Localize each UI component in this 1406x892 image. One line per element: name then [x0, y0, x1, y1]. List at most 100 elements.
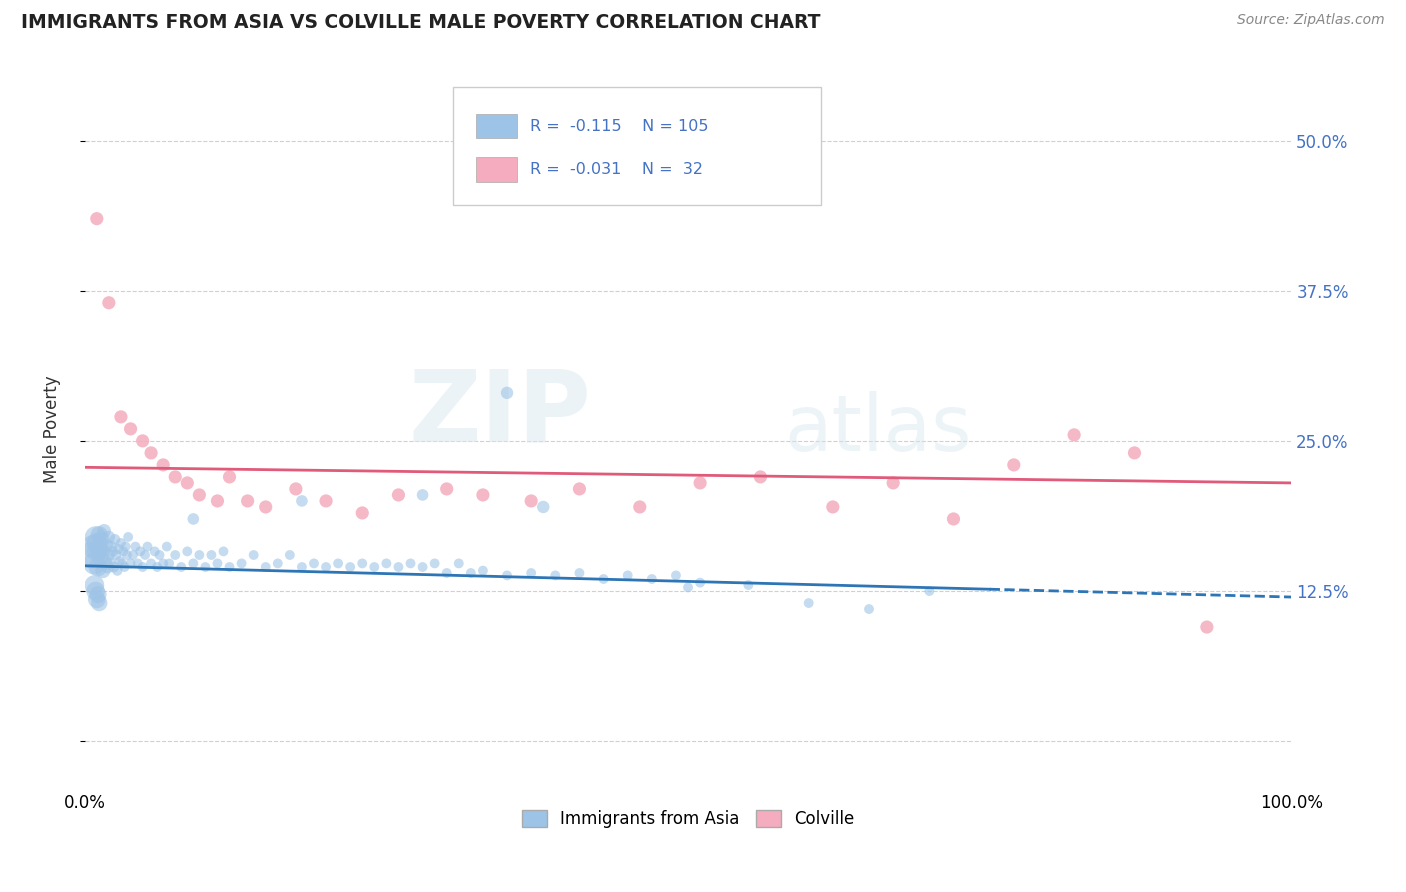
- Point: [797, 596, 820, 610]
- Point: [207, 557, 229, 571]
- Point: [96, 538, 118, 552]
- Point: [352, 557, 374, 571]
- Point: [87, 560, 110, 574]
- Point: [136, 540, 159, 554]
- Point: [91, 564, 114, 578]
- Point: [127, 557, 149, 571]
- Point: [1002, 458, 1025, 472]
- Point: [460, 566, 482, 580]
- Point: [531, 500, 554, 514]
- Point: [131, 434, 153, 448]
- Point: [236, 494, 259, 508]
- Point: [302, 557, 325, 571]
- Point: [423, 557, 446, 571]
- Point: [129, 544, 152, 558]
- Point: [117, 530, 139, 544]
- Point: [105, 564, 128, 578]
- FancyBboxPatch shape: [475, 157, 516, 182]
- Point: [568, 482, 591, 496]
- Point: [97, 530, 120, 544]
- Point: [134, 548, 156, 562]
- Point: [496, 385, 519, 400]
- Point: [254, 560, 277, 574]
- Point: [165, 548, 187, 562]
- Point: [84, 530, 107, 544]
- Point: [93, 524, 115, 538]
- Point: [412, 488, 434, 502]
- Y-axis label: Male Poverty: Male Poverty: [44, 375, 60, 483]
- Point: [315, 560, 337, 574]
- Point: [120, 557, 142, 571]
- Point: [124, 540, 146, 554]
- Point: [231, 557, 253, 571]
- Point: [89, 527, 111, 541]
- Point: [89, 596, 111, 610]
- Point: [447, 557, 470, 571]
- Point: [104, 533, 127, 547]
- Point: [520, 494, 543, 508]
- Point: [1123, 446, 1146, 460]
- Point: [86, 592, 108, 607]
- Point: [737, 578, 759, 592]
- Point: [520, 566, 543, 580]
- Text: atlas: atlas: [785, 391, 972, 467]
- Point: [114, 560, 136, 574]
- Point: [157, 557, 180, 571]
- Point: [103, 560, 125, 574]
- Point: [183, 512, 205, 526]
- Point: [80, 548, 103, 562]
- Point: [628, 500, 651, 514]
- Point: [326, 557, 349, 571]
- Point: [412, 560, 434, 574]
- Point: [278, 548, 301, 562]
- Point: [676, 581, 699, 595]
- Point: [689, 475, 711, 490]
- Point: [242, 548, 264, 562]
- Point: [207, 494, 229, 508]
- Point: [86, 211, 108, 226]
- Point: [188, 488, 211, 502]
- Point: [471, 564, 494, 578]
- Point: [82, 540, 104, 554]
- Point: [86, 544, 108, 558]
- Point: [110, 536, 132, 550]
- Point: [194, 560, 217, 574]
- Point: [471, 488, 494, 502]
- Legend: Immigrants from Asia, Colville: Immigrants from Asia, Colville: [515, 804, 862, 835]
- Point: [291, 560, 314, 574]
- Point: [89, 550, 111, 565]
- Point: [375, 557, 398, 571]
- Point: [156, 540, 179, 554]
- Point: [152, 458, 174, 472]
- Point: [170, 560, 193, 574]
- Point: [858, 602, 880, 616]
- Point: [592, 572, 614, 586]
- Point: [218, 560, 240, 574]
- Point: [108, 554, 131, 568]
- Point: [83, 578, 105, 592]
- Point: [105, 548, 128, 562]
- Point: [112, 544, 135, 558]
- Point: [110, 409, 132, 424]
- Point: [98, 557, 121, 571]
- Point: [107, 541, 129, 556]
- Point: [749, 470, 772, 484]
- Point: [84, 584, 107, 599]
- Point: [176, 475, 198, 490]
- Point: [87, 588, 110, 602]
- Point: [100, 540, 122, 554]
- Point: [91, 544, 114, 558]
- Point: [665, 568, 688, 582]
- Point: [83, 557, 105, 571]
- Point: [200, 548, 222, 562]
- FancyBboxPatch shape: [475, 114, 516, 138]
- Point: [139, 446, 162, 460]
- Point: [114, 540, 136, 554]
- Point: [339, 560, 361, 574]
- Point: [94, 554, 117, 568]
- Point: [97, 295, 120, 310]
- Point: [120, 422, 142, 436]
- Point: [544, 568, 567, 582]
- Point: [165, 470, 187, 484]
- Point: [436, 566, 458, 580]
